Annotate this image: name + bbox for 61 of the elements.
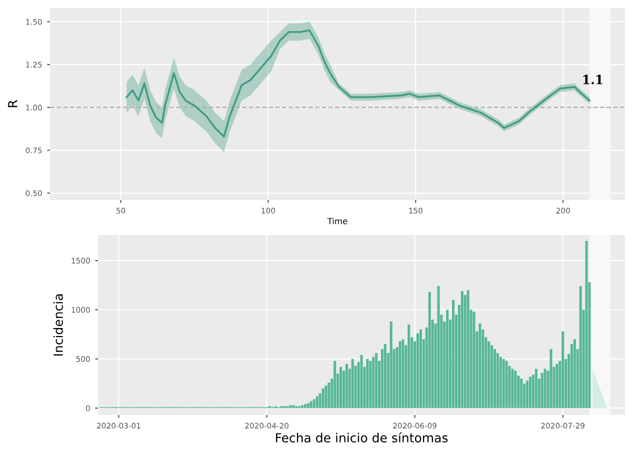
bar <box>511 368 514 408</box>
bar <box>345 364 348 408</box>
bar <box>493 349 496 408</box>
bar <box>324 385 328 408</box>
bar <box>460 291 464 408</box>
bar <box>322 388 324 408</box>
bar <box>301 405 304 408</box>
bar <box>292 405 295 408</box>
bar <box>540 372 544 408</box>
bar <box>478 324 482 408</box>
bar <box>402 339 404 408</box>
bar <box>452 300 455 408</box>
bar <box>398 341 402 408</box>
bar <box>316 396 318 408</box>
bar <box>573 339 576 408</box>
bar <box>360 355 363 408</box>
bar <box>310 401 312 408</box>
bar <box>369 360 372 408</box>
bar <box>534 368 538 408</box>
bar <box>375 353 378 408</box>
bar <box>502 358 505 408</box>
bar <box>472 312 476 408</box>
bar <box>526 380 529 408</box>
bar <box>446 310 449 408</box>
bar <box>428 292 431 408</box>
bar <box>384 344 386 408</box>
bar <box>579 286 582 408</box>
bar <box>351 358 354 408</box>
x-axis-title: Fecha de inicio de síntomas <box>276 432 448 442</box>
bar <box>550 349 552 408</box>
bar <box>520 378 523 408</box>
bar <box>544 368 546 408</box>
bar <box>466 290 470 408</box>
bar <box>496 353 499 408</box>
bar <box>340 366 342 408</box>
x-axis-title: Time <box>327 218 348 224</box>
bar <box>390 322 392 408</box>
bar <box>562 331 564 408</box>
bar <box>312 399 316 408</box>
bar <box>488 341 490 408</box>
bar <box>556 364 558 408</box>
bar <box>490 345 494 408</box>
bar <box>372 356 375 408</box>
bar <box>505 360 508 408</box>
annotation: 1.1 <box>583 74 602 84</box>
bar <box>419 329 422 408</box>
bar <box>328 382 330 408</box>
bar <box>416 333 420 408</box>
bar <box>529 376 532 408</box>
bar <box>408 324 410 408</box>
bar <box>334 360 336 408</box>
y-axis-title: R <box>8 100 18 108</box>
y-axis-title: Incidencia <box>53 294 63 356</box>
bar <box>585 240 588 408</box>
bar <box>499 356 502 408</box>
bar <box>514 370 517 408</box>
bar <box>437 286 440 408</box>
bar <box>366 358 369 408</box>
bar <box>306 403 310 408</box>
bar <box>289 405 292 408</box>
bar <box>304 404 307 408</box>
